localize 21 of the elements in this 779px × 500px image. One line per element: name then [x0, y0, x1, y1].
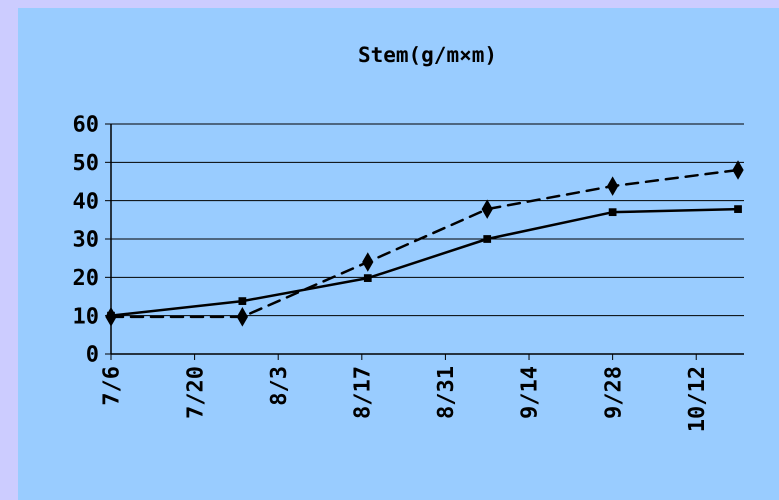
point — [608, 208, 616, 216]
y-tick-label: 20 — [72, 266, 99, 292]
x-tick-label: 10/12 — [684, 366, 710, 432]
y-tick-label: 60 — [72, 112, 99, 138]
point — [364, 274, 372, 282]
point — [238, 297, 246, 305]
y-tick-label: 30 — [72, 228, 99, 253]
y-tick-label: 50 — [72, 151, 99, 176]
x-tick-label: 7/6 — [100, 366, 125, 406]
y-tick-label: 10 — [72, 304, 99, 330]
y-tick-label: 40 — [72, 189, 99, 214]
y-tick-label: 0 — [86, 342, 99, 368]
x-tick-label: 9/28 — [601, 366, 626, 419]
chart-title: Stem(g/m×m) — [358, 43, 498, 67]
x-tick-label: 8/31 — [434, 366, 460, 419]
x-tick-label: 8/3 — [266, 366, 292, 406]
x-tick-label: 9/14 — [518, 366, 543, 419]
point — [483, 235, 492, 243]
x-tick-label: 8/17 — [350, 366, 376, 419]
x-tick-label: 7/20 — [183, 366, 208, 419]
point — [734, 205, 742, 213]
